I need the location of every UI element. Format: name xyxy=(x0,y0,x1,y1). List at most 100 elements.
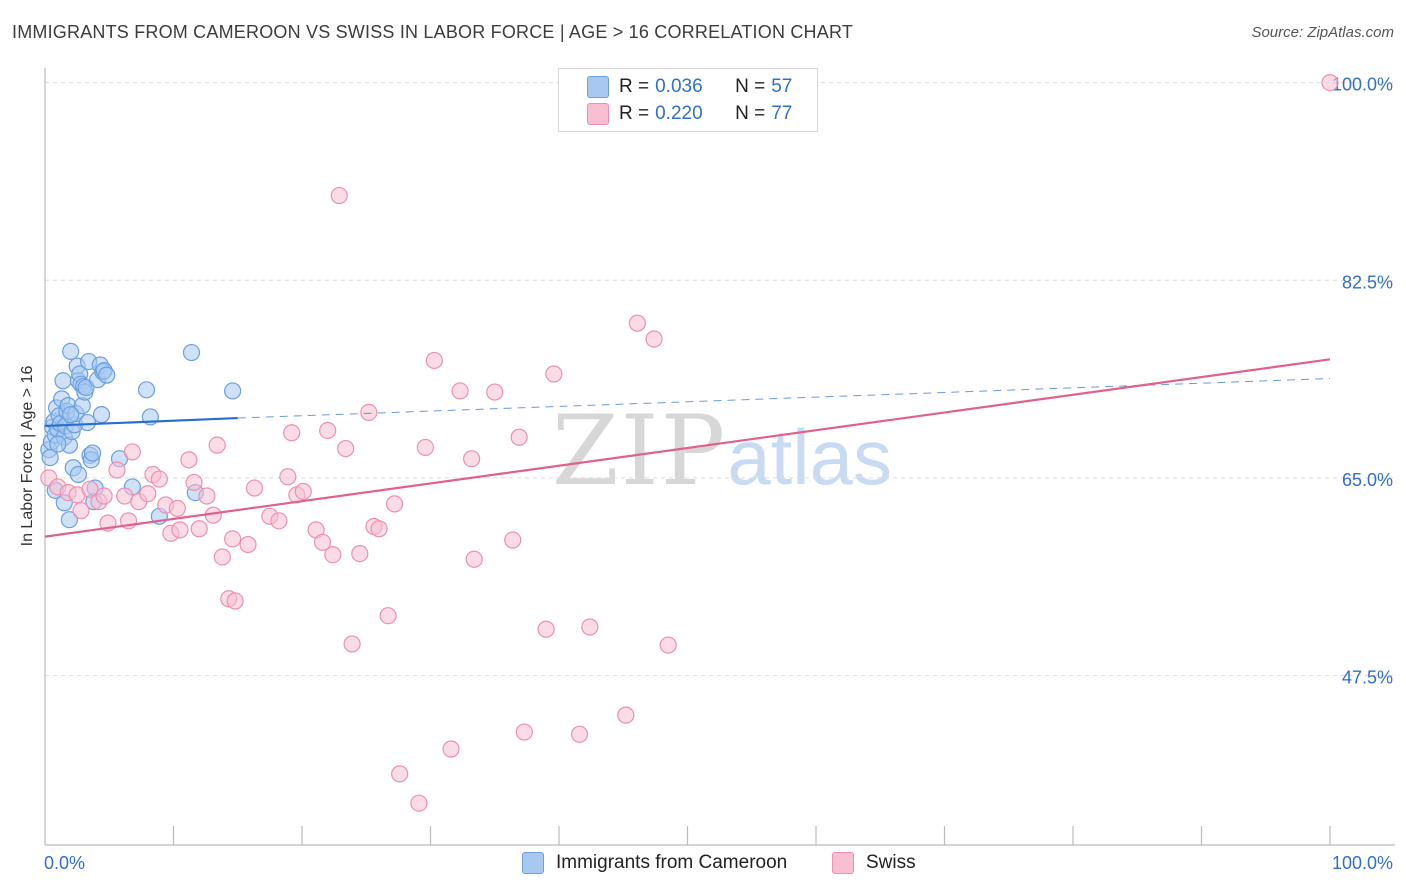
swiss-point xyxy=(351,544,369,563)
cameroon-point xyxy=(83,444,102,462)
swiss-point xyxy=(581,618,599,636)
swiss-point xyxy=(442,740,460,758)
swiss-point xyxy=(245,479,264,497)
series-label-cameroon: Immigrants from Cameroon xyxy=(556,852,788,873)
y-tick-label: 65.0% xyxy=(1342,470,1393,490)
watermark-zip: ZIP xyxy=(552,395,728,507)
swiss-point xyxy=(385,495,404,513)
swiss-point xyxy=(628,314,646,332)
y-tick-label: 100.0% xyxy=(1332,75,1393,95)
swiss-point xyxy=(198,487,216,505)
swiss-point xyxy=(324,546,342,564)
swiss-point xyxy=(72,502,90,520)
swiss-point xyxy=(463,450,481,468)
swiss-point xyxy=(391,765,409,783)
y-tick-label: 82.5% xyxy=(1342,272,1393,292)
legend-r-value: 0.220 xyxy=(655,103,703,124)
swiss-point xyxy=(190,520,208,538)
swiss-point xyxy=(213,548,231,566)
swiss-point xyxy=(239,535,257,554)
swiss-point xyxy=(279,468,297,486)
legend-r-value: 0.036 xyxy=(655,76,703,97)
swiss-point xyxy=(168,499,186,518)
swiss-point xyxy=(545,365,563,383)
swiss-point xyxy=(410,794,428,812)
swiss-point xyxy=(416,438,434,457)
swiss-point xyxy=(379,607,397,625)
swiss-point xyxy=(139,485,157,503)
swiss-point xyxy=(226,592,244,610)
legend-row-swiss: R = 0.220 N = 77 xyxy=(587,102,792,126)
series-swatch-swiss xyxy=(832,852,854,874)
chart-title: IMMIGRANTS FROM CAMEROON VS SWISS IN LAB… xyxy=(12,22,854,42)
series-swatch-cameroon xyxy=(522,852,544,874)
series-legend: Immigrants from Cameroon Swiss xyxy=(0,852,1406,878)
cameroon-point xyxy=(62,406,80,424)
swiss-point xyxy=(208,436,226,454)
swiss-point xyxy=(465,550,483,568)
cameroon-point xyxy=(182,343,201,362)
swiss-point xyxy=(108,461,126,479)
legend-swatch-cameroon xyxy=(587,76,609,98)
legend-n-label: N = xyxy=(735,76,766,97)
watermark-atlas: atlas xyxy=(727,413,892,501)
swiss-point xyxy=(370,520,388,538)
swiss-point xyxy=(515,723,533,741)
swiss-point xyxy=(224,530,242,548)
source-credit: Source: ZipAtlas.com xyxy=(1251,24,1394,41)
legend-r-label: R = xyxy=(619,76,650,97)
cameroon-trend-line xyxy=(44,416,238,428)
cameroon-point xyxy=(62,342,80,361)
swiss-point xyxy=(81,480,99,498)
swiss-point xyxy=(180,451,198,469)
swiss-point xyxy=(283,424,301,442)
swiss-point xyxy=(504,531,522,549)
cameroon-point xyxy=(60,511,79,529)
cameroon-point xyxy=(54,372,72,390)
x-tick-label: 100.0% xyxy=(1332,853,1393,873)
swiss-point xyxy=(150,470,168,488)
swiss-point xyxy=(343,635,361,653)
swiss-point xyxy=(360,403,378,422)
cameroon-point xyxy=(137,381,156,399)
cameroon-point xyxy=(78,413,97,432)
swiss-point xyxy=(486,383,504,401)
cameroon-trend-extension xyxy=(237,378,1331,419)
cameroon-point xyxy=(92,406,111,424)
legend-swatch-swiss xyxy=(587,103,609,125)
legend-n-label: N = xyxy=(735,103,766,124)
legend-row-cameroon: R = 0.036 N = 57 xyxy=(587,75,792,99)
legend-n-value: 57 xyxy=(771,76,793,97)
series-legend-item-cameroon: Immigrants from Cameroon xyxy=(522,852,787,874)
swiss-point xyxy=(425,351,443,370)
watermark: ZIPatlas xyxy=(552,395,892,507)
cameroon-point xyxy=(49,435,67,453)
swiss-point xyxy=(537,620,555,638)
swiss-point xyxy=(451,382,469,400)
swiss-point xyxy=(659,636,677,654)
series-legend-item-swiss: Swiss xyxy=(832,852,916,874)
swiss-point xyxy=(570,725,589,743)
swiss-point xyxy=(95,487,113,505)
x-tick-label: 0.0% xyxy=(44,853,85,873)
swiss-point xyxy=(313,533,332,551)
swiss-point xyxy=(270,512,288,530)
legend-n-value: 77 xyxy=(771,103,793,124)
cameroon-point xyxy=(224,382,242,400)
cameroon-point xyxy=(69,465,88,484)
swiss-point xyxy=(294,482,312,501)
swiss-point xyxy=(123,443,141,461)
stats-legend: R = 0.036 N = 57 R = 0.220 N = 77 xyxy=(558,68,818,132)
cameroon-point xyxy=(98,366,116,384)
swiss-point xyxy=(330,186,348,205)
legend-r-label: R = xyxy=(619,103,650,124)
swiss-point xyxy=(185,473,203,492)
swiss-point xyxy=(1321,73,1339,92)
swiss-point xyxy=(645,330,663,348)
swiss-point xyxy=(319,421,337,440)
swiss-point xyxy=(337,439,355,458)
series-label-swiss: Swiss xyxy=(866,852,916,873)
swiss-point xyxy=(171,521,189,539)
swiss-trend-line xyxy=(44,358,1331,538)
